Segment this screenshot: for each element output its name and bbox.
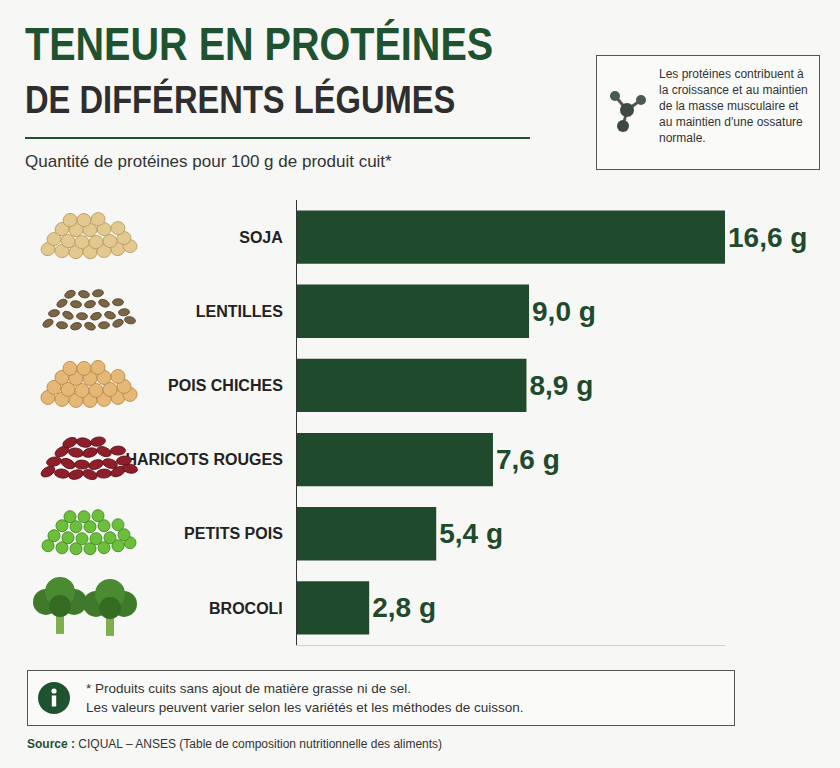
html-text:Les valeurs peuvent varier sel: Les valeurs peuvent varier selon les var… bbox=[86, 700, 524, 715]
html-text:Quantité de protéines pour 100: Quantité de protéines pour 100 g de prod… bbox=[25, 152, 392, 171]
svg-text:POIS CHICHES: POIS CHICHES bbox=[168, 377, 283, 394]
svg-text:HARICOTS ROUGES: HARICOTS ROUGES bbox=[125, 451, 283, 468]
svg-text:9,0 g: 9,0 g bbox=[532, 296, 596, 327]
svg-text:PETITS POIS: PETITS POIS bbox=[184, 525, 283, 542]
svg-text:7,6 g: 7,6 g bbox=[496, 444, 560, 475]
svg-text:16,6 g: 16,6 g bbox=[728, 222, 807, 253]
svg-text:8,9 g: 8,9 g bbox=[529, 370, 593, 401]
html-text:TENEUR EN PROTÉINES: TENEUR EN PROTÉINES bbox=[25, 18, 494, 70]
html-text:* Produits cuits sans ajout de: * Produits cuits sans ajout de matière g… bbox=[86, 681, 411, 696]
svg-text:5,4 g: 5,4 g bbox=[439, 518, 503, 549]
html-text:Source : CIQUAL – ANSES (Table: Source : CIQUAL – ANSES (Table de compos… bbox=[27, 737, 443, 751]
html-text:Les protéines contribuent à la: Les protéines contribuent à la croissanc… bbox=[659, 67, 808, 145]
svg-text:BROCOLI: BROCOLI bbox=[209, 600, 283, 617]
svg-text:SOJA: SOJA bbox=[239, 229, 283, 246]
html-text:DE DIFFÉRENTS LÉGUMES: DE DIFFÉRENTS LÉGUMES bbox=[25, 79, 456, 121]
svg-text:2,8 g: 2,8 g bbox=[372, 592, 436, 623]
svg-text:LENTILLES: LENTILLES bbox=[196, 303, 283, 320]
